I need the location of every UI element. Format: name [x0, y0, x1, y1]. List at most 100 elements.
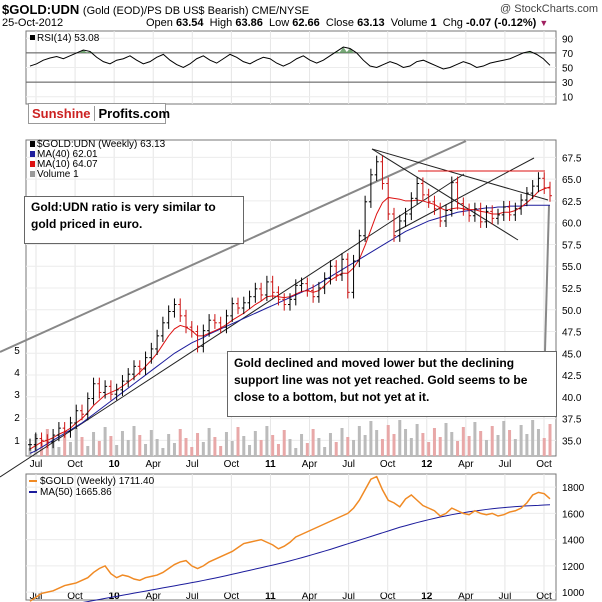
gold-x-tick-label: Oct: [67, 591, 83, 602]
volume-bar: [496, 435, 500, 456]
volume-bar: [242, 436, 246, 456]
volume-bar: [340, 428, 344, 456]
volume-bar: [282, 430, 286, 456]
chart-date: 25-Oct-2012: [2, 17, 64, 29]
volume-bar: [97, 441, 101, 456]
volume-bar: [144, 444, 148, 456]
main-x-tick-label: Oct: [380, 459, 396, 470]
rsi-y-tick-label: 90: [562, 34, 574, 45]
gold-y-tick-label: 1400: [562, 536, 585, 547]
volume-bar: [369, 421, 373, 456]
declining-support-trendline: [371, 148, 519, 241]
volume-bar: [224, 432, 228, 456]
gold-x-tick-label: Oct: [380, 591, 396, 602]
volume-bar: [548, 424, 552, 456]
main-x-tick-label: Jul: [499, 459, 512, 470]
volume-y-tick-label: 4: [14, 368, 20, 379]
annotation-note-ratio: Gold:UDN ratio is very similar to gold p…: [24, 196, 244, 244]
volume-bar: [68, 442, 72, 456]
volume-label: Volume: [390, 17, 428, 29]
volume-bar: [461, 427, 465, 456]
main-y-tick-label: 47.5: [562, 328, 582, 339]
low-value: 62.66: [292, 17, 320, 29]
open-value: 63.54: [175, 17, 204, 29]
main-legend-swatch: [30, 161, 35, 167]
main-x-tick-label: Oct: [67, 459, 83, 470]
rsi-overbought-fill: [339, 47, 348, 53]
main-legend-label: MA(10) 64.07: [37, 159, 98, 170]
volume-bar: [178, 429, 182, 456]
volume-bar: [473, 422, 477, 456]
volume-bar: [323, 447, 327, 456]
gold-x-tick-label: Jul: [499, 591, 512, 602]
main-y-tick-label: 60.0: [562, 219, 582, 230]
volume-bar: [155, 439, 159, 456]
volume-bar: [421, 433, 425, 456]
volume-bar: [450, 432, 454, 456]
gold-x-tick-label: Apr: [458, 591, 474, 602]
annotation-pointer-line: [544, 204, 550, 352]
volume-bar: [311, 429, 315, 456]
main-x-tick-label: Oct: [224, 459, 240, 470]
gold-x-tick-label: Apr: [145, 591, 161, 602]
main-y-tick-label: 37.5: [562, 415, 582, 426]
volume-bar: [415, 424, 419, 456]
volume-y-tick-label: 3: [14, 390, 20, 401]
volume-bar: [328, 433, 332, 456]
volume-bar: [519, 425, 523, 456]
volume-bar: [115, 445, 119, 456]
volume-bar: [161, 448, 165, 456]
volume-bar: [109, 436, 113, 456]
volume-bar: [363, 435, 367, 456]
main-x-tick-label: Jul: [342, 459, 355, 470]
volume-value: 1: [430, 17, 437, 29]
volume-bar: [63, 433, 67, 456]
main-x-tick-label: Jul: [30, 459, 43, 470]
volume-bar: [542, 438, 546, 456]
main-x-tick-label: Jul: [186, 459, 199, 470]
volume-bar: [513, 439, 517, 456]
main-legend-label: $GOLD:UDN (Weekly) 63.13: [37, 139, 166, 150]
volume-bar: [259, 440, 263, 456]
main-x-tick-label: Apr: [302, 459, 318, 470]
volume-bar: [57, 447, 61, 456]
main-x-tick-label: 10: [109, 459, 121, 470]
brand-logo: Sunshine Profits.com: [28, 103, 170, 124]
volume-bar: [502, 421, 506, 456]
volume-bar: [508, 430, 512, 456]
main-y-tick-label: 50.0: [562, 306, 582, 317]
gold-y-tick-label: 1800: [562, 483, 585, 494]
volume-bar: [479, 431, 483, 456]
volume-bar: [138, 435, 142, 456]
main-x-tick-label: Apr: [145, 459, 161, 470]
volume-y-tick-label: 2: [14, 413, 20, 424]
chg-value: -0.07 (-0.12%): [466, 17, 537, 29]
main-y-tick-label: 62.5: [562, 197, 582, 208]
gold-y-tick-label: 1200: [562, 562, 585, 573]
main-y-tick-label: 42.5: [562, 371, 582, 382]
down-triangle-icon: ▼: [539, 18, 549, 28]
volume-bar: [432, 428, 436, 456]
volume-bar: [201, 442, 205, 456]
ohlc-readout: Open 63.54 High 63.86 Low 62.66 Close 63…: [146, 17, 548, 29]
volume-bar: [172, 443, 176, 456]
gold-y-tick-label: 1000: [562, 588, 585, 599]
volume-bar: [265, 426, 269, 456]
gold-y-tick-label: 1600: [562, 509, 585, 520]
main-legend-label: Volume 1: [37, 169, 79, 180]
main-legend-swatch: [30, 171, 35, 177]
high-label: High: [209, 17, 233, 29]
main-legend-swatch: [30, 151, 35, 157]
volume-bar: [86, 446, 90, 456]
volume-bar: [490, 426, 494, 456]
volume-bar: [444, 423, 448, 456]
volume-bar: [305, 443, 309, 456]
rsi-line: [29, 46, 551, 70]
volume-bar: [380, 439, 384, 456]
declining-resistance-trendline: [371, 148, 549, 201]
volume-bar: [230, 441, 234, 456]
main-legend-swatch: [30, 141, 35, 147]
main-x-tick-label: Oct: [536, 459, 552, 470]
volume-bar: [236, 427, 240, 456]
